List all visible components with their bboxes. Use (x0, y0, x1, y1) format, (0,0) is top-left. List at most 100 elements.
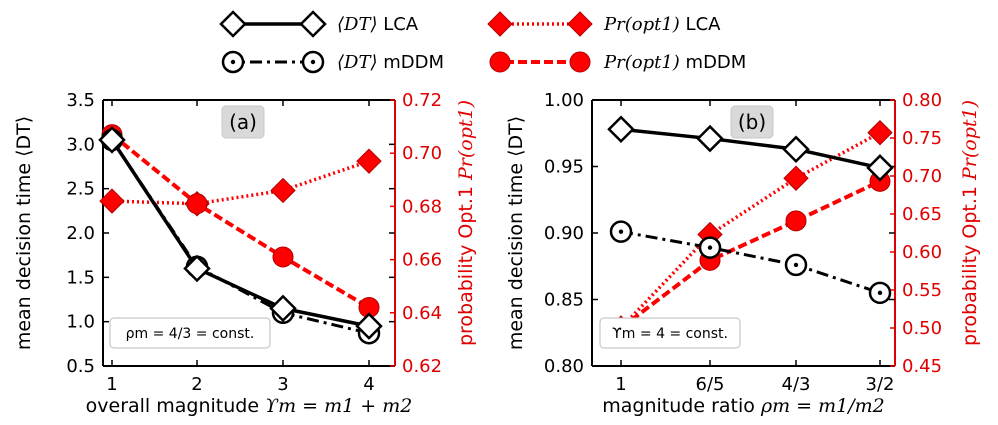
panel-b-xlabel: magnitude ratio ρm = m1/m2 (602, 395, 884, 417)
panel-b-point-dt_mddm-2-dot (793, 262, 799, 268)
legend-label-math-dt_lca: ⟨DT⟩ (337, 14, 377, 35)
panel-b-series-pr_lca (608, 119, 893, 341)
legend-marker-end-pr_mddm (569, 51, 591, 73)
panel-b-point-dt_mddm-3-dot (877, 290, 883, 296)
panel-b-xtick-label: 4/3 (782, 374, 811, 395)
panel-b-xtick-label: 1 (615, 374, 626, 395)
panel-a-tag: (a) (229, 110, 257, 134)
panel-a-ytick-left-label: 2.5 (66, 179, 95, 200)
legend-label-math-dt_mddm: ⟨DT⟩ (337, 52, 377, 73)
legend-entry-pr_mddm: Pr(opt1) mDDM (489, 51, 746, 73)
panel-a-xtick-label: 2 (191, 374, 202, 395)
legend-marker-end-dt_lca (299, 10, 327, 38)
panel-b-ytick-right-label: 0.75 (902, 128, 942, 149)
panel-a-point-dt_lca-2 (269, 294, 297, 323)
panel-a-ytick-left-label: 3.5 (66, 90, 95, 111)
panel-a-point-pr_lca-0 (99, 188, 125, 214)
panel-a-point-pr_lca-2 (270, 177, 296, 204)
panel-b-point-pr_lca-3 (867, 119, 893, 146)
panel-b-ytick-right-label: 0.55 (902, 280, 942, 301)
legend-marker-start-dt_lca (219, 10, 247, 38)
panel-a-ytick-right-label: 0.66 (402, 250, 442, 271)
legend-marker-start-pr_lca (487, 11, 513, 37)
panel-b-ytick-left-label: 0.90 (544, 223, 584, 244)
legend-label-suffix-dt_lca: LCA (377, 14, 418, 35)
panel-a-xtick-label: 4 (363, 374, 374, 395)
panel-b-ytick-left-label: 0.95 (544, 157, 584, 178)
panel-b-tag-box (730, 105, 774, 139)
legend-label-suffix-pr_mddm: mDDM (680, 52, 747, 73)
panel-a-point-dt_lca-1 (183, 254, 211, 283)
panel-a-xtick-label: 3 (277, 374, 288, 395)
panel-b-xlabel-math: ρm = m1/m2 (760, 395, 885, 417)
panel-a-xlabel: overall magnitude ϒm = m1 + m2 (86, 395, 413, 417)
panel-a-ytick-right-label: 0.68 (402, 196, 442, 217)
panel-a-xlabel-text: overall magnitude (86, 395, 265, 417)
panel-b-point-dt_mddm-1-dot (707, 245, 713, 250)
panel-b-xtick-label: 3/2 (866, 374, 895, 395)
panel-a-series-pr_mddm (101, 124, 380, 318)
panel-b-line-dt_lca (620, 127, 881, 170)
panel-b-ylabel-right-math: Pr(opt1) (959, 100, 981, 181)
legend-marker-end-dt_mddm-dot (310, 59, 316, 65)
legend-label-dt_mddm: ⟨DT⟩ mDDM (337, 52, 444, 73)
panel-b-point-dt_lca-2 (782, 135, 810, 163)
legend-label-pr_lca: Pr(opt1) LCA (603, 14, 721, 35)
panel-a-ytick-right-label: 0.64 (402, 303, 442, 324)
legend-label-pr_mddm: Pr(opt1) mDDM (603, 52, 746, 73)
panel-b-point-pr_mddm-2 (785, 210, 807, 232)
panel-a-line-dt_mddm (110, 139, 370, 335)
panel-a-ytick-left-label: 0.5 (66, 356, 95, 377)
panel-a-xlabel-math: ϒm = m1 + m2 (265, 395, 412, 417)
panel-a-annotation-box (109, 317, 271, 349)
panel-a-series-dt_lca (98, 126, 383, 340)
panel-b-tag: (b) (738, 110, 766, 134)
panel-b-point-dt_lca-1 (696, 124, 724, 153)
panel-b-ylabel-right: probability Opt.1 Pr(opt1) (959, 100, 981, 346)
panel-a-point-pr_mddm-1 (186, 193, 208, 215)
panel-b-ylabel-right-text: probability Opt.1 (959, 180, 981, 346)
panel-b-annotation-box (599, 317, 741, 349)
panel-b-ytick-right-label: 0.45 (902, 356, 942, 377)
legend-marker-start-dt_mddm-dot (230, 59, 236, 65)
panel-b-ytick-right-label: 0.70 (902, 166, 942, 187)
panel-b-series-dt_mddm (609, 220, 892, 305)
panel-b-xlabel-text: magnitude ratio (602, 395, 761, 417)
panel-b-series-dt_lca (607, 115, 894, 182)
panel-b-point-pr_lca-2 (783, 165, 809, 191)
panel-a-ytick-left-label: 3.0 (66, 134, 95, 155)
panel-a: 0.5 1.0 1.5 2.0 2.5 3.0 3.5 0.62 0.64 0.66 0.68 0.7… (13, 90, 477, 417)
legend-entry-dt_mddm: ⟨DT⟩ mDDM (221, 50, 444, 74)
panel-a-point-pr_mddm-2 (272, 246, 294, 268)
panel-a-point-dt_lca-0 (98, 126, 126, 154)
panel-b-ytick-right-label: 0.65 (902, 204, 942, 225)
panel-a-xtick-label: 1 (106, 374, 117, 395)
panel-b-ylabel-left: mean decision time ⟨DT⟩ (505, 116, 527, 350)
panel-a-ytick-left-label: 1.5 (66, 267, 95, 288)
panel-b-point-dt_lca-3 (866, 154, 894, 182)
panel-b-line-pr_lca (619, 131, 881, 330)
panel-b-point-dt_mddm-0-dot (618, 229, 624, 234)
legend-label-math-pr_lca: Pr(opt1) (603, 14, 680, 35)
panel-b-ytick-right-label: 0.50 (902, 318, 942, 339)
panel-a-ylabel-right-text: probability Opt.1 (455, 180, 477, 346)
panel-b-line-dt_mddm (620, 230, 881, 295)
panel-b-xtick-label: 6/5 (696, 374, 725, 395)
panel-a-ytick-right-label: 0.72 (402, 90, 442, 111)
legend-marker-end-pr_lca (567, 11, 593, 37)
panel-a-annotation: ρm = 4/3 = const. (126, 326, 255, 342)
panel-a-ylabel-left: mean decision time ⟨DT⟩ (13, 116, 35, 350)
panel-a-ytick-left-label: 1.0 (66, 312, 95, 333)
panel-a-point-pr_lca-3 (356, 148, 382, 174)
panel-a-line-dt_lca (110, 138, 370, 328)
panel-b-annotation: ϒm = 4 = const. (612, 326, 728, 342)
panel-b-ytick-left-label: 0.80 (544, 356, 584, 377)
legend-label-dt_lca: ⟨DT⟩ LCA (337, 14, 419, 35)
panel-b-point-dt_lca-0 (607, 115, 635, 144)
panel-a-ytick-right-label: 0.70 (402, 143, 442, 164)
panel-b-ytick-right-label: 0.60 (902, 242, 942, 263)
legend-label-math-pr_mddm: Pr(opt1) (603, 52, 680, 73)
panel-b-ytick-left-label: 1.00 (544, 90, 584, 111)
legend-entry-dt_lca: ⟨DT⟩ LCA (219, 10, 419, 38)
